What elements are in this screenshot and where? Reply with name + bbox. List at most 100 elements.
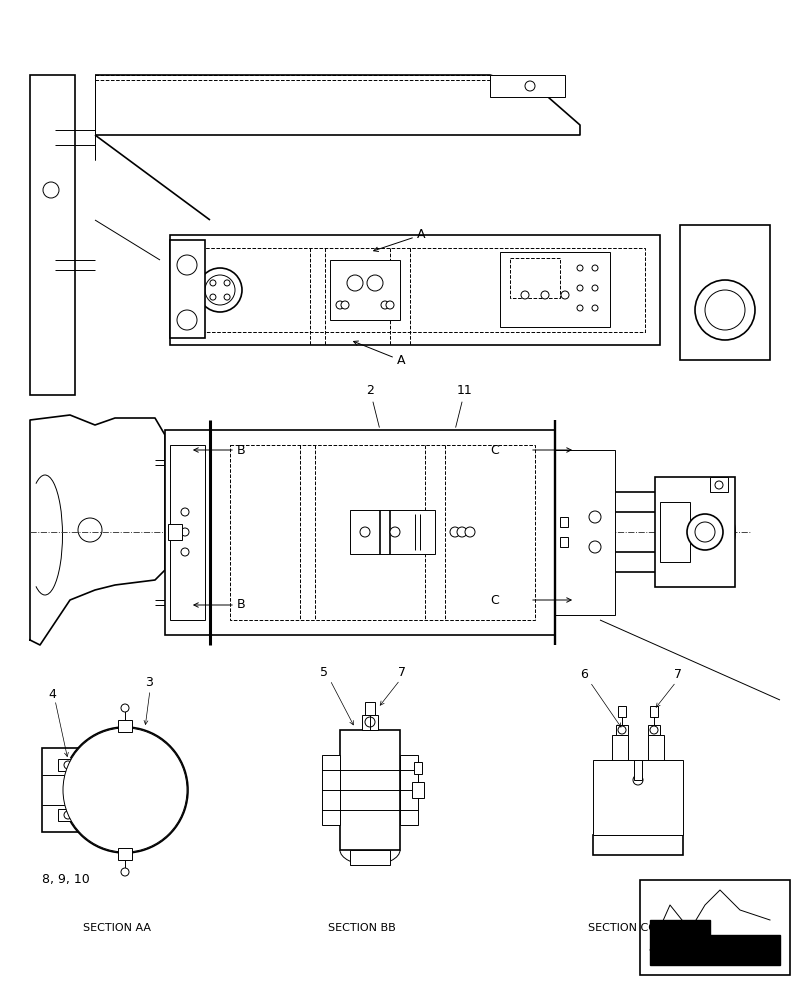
- Bar: [169, 240, 205, 338]
- Circle shape: [177, 310, 197, 330]
- Circle shape: [366, 275, 382, 291]
- Text: 8, 9, 10: 8, 9, 10: [42, 874, 90, 886]
- Circle shape: [520, 291, 528, 299]
- Circle shape: [360, 527, 369, 537]
- Circle shape: [591, 285, 597, 291]
- Bar: [321, 755, 340, 825]
- Bar: [365, 702, 374, 715]
- Text: 6: 6: [579, 668, 587, 680]
- Text: A: A: [417, 229, 425, 241]
- Text: B: B: [237, 444, 246, 456]
- Bar: [349, 510, 434, 554]
- Circle shape: [694, 280, 754, 340]
- Bar: [509, 258, 560, 298]
- Circle shape: [64, 811, 72, 819]
- Text: A: A: [397, 354, 405, 366]
- Polygon shape: [649, 920, 779, 965]
- Text: 4: 4: [48, 688, 55, 702]
- Bar: [349, 850, 389, 865]
- Circle shape: [632, 775, 642, 785]
- Circle shape: [686, 514, 722, 550]
- Bar: [499, 252, 609, 327]
- Text: B: B: [237, 598, 246, 611]
- Circle shape: [64, 761, 72, 769]
- Circle shape: [577, 265, 582, 271]
- Bar: [560, 537, 567, 547]
- Circle shape: [589, 511, 601, 523]
- Circle shape: [43, 182, 59, 198]
- Circle shape: [365, 717, 374, 727]
- Circle shape: [589, 541, 601, 553]
- Bar: [560, 517, 567, 527]
- Circle shape: [577, 285, 582, 291]
- Circle shape: [70, 735, 180, 845]
- Bar: [654, 477, 734, 587]
- Circle shape: [714, 481, 722, 489]
- Circle shape: [120, 868, 128, 876]
- Bar: [593, 835, 683, 855]
- Circle shape: [577, 305, 582, 311]
- Circle shape: [340, 301, 349, 309]
- Text: 3: 3: [145, 676, 153, 688]
- Bar: [615, 725, 627, 735]
- Bar: [647, 725, 659, 735]
- Circle shape: [694, 522, 714, 542]
- Circle shape: [464, 527, 475, 537]
- Bar: [489, 75, 565, 97]
- Circle shape: [385, 301, 393, 309]
- Text: SECTION CC: SECTION CC: [587, 923, 655, 933]
- Bar: [42, 748, 80, 832]
- Circle shape: [224, 280, 230, 286]
- Bar: [709, 477, 727, 492]
- Bar: [611, 735, 627, 835]
- Circle shape: [181, 508, 189, 516]
- Text: C: C: [489, 444, 498, 456]
- Text: SECTION AA: SECTION AA: [83, 923, 151, 933]
- Circle shape: [591, 305, 597, 311]
- Bar: [329, 260, 400, 320]
- Bar: [210, 430, 554, 635]
- Bar: [58, 759, 78, 771]
- Circle shape: [198, 268, 242, 312]
- Circle shape: [336, 301, 344, 309]
- Circle shape: [120, 704, 128, 712]
- Bar: [634, 760, 642, 780]
- Circle shape: [618, 726, 626, 734]
- Bar: [400, 755, 418, 825]
- Circle shape: [450, 527, 459, 537]
- Bar: [361, 715, 377, 730]
- Text: 7: 7: [397, 666, 406, 678]
- Bar: [411, 782, 423, 798]
- Bar: [165, 430, 210, 635]
- Bar: [185, 248, 644, 332]
- Bar: [230, 445, 534, 620]
- Circle shape: [560, 291, 569, 299]
- Circle shape: [524, 81, 534, 91]
- Bar: [649, 706, 657, 717]
- Text: 5: 5: [320, 666, 328, 678]
- Bar: [639, 880, 789, 975]
- Circle shape: [181, 528, 189, 536]
- Text: SECTION BB: SECTION BB: [328, 923, 395, 933]
- Bar: [618, 706, 626, 717]
- Circle shape: [210, 294, 216, 300]
- Circle shape: [704, 290, 744, 330]
- Circle shape: [649, 726, 657, 734]
- Text: 11: 11: [455, 383, 472, 427]
- Circle shape: [389, 527, 400, 537]
- Bar: [118, 720, 132, 732]
- Text: 7: 7: [673, 668, 681, 680]
- Bar: [679, 225, 769, 360]
- Circle shape: [347, 275, 362, 291]
- Bar: [340, 730, 400, 850]
- Bar: [169, 235, 659, 345]
- Bar: [414, 762, 422, 774]
- Bar: [118, 848, 132, 860]
- Circle shape: [591, 265, 597, 271]
- Bar: [58, 809, 78, 821]
- Bar: [554, 450, 614, 615]
- Bar: [168, 524, 181, 540]
- Circle shape: [224, 294, 230, 300]
- Circle shape: [381, 301, 389, 309]
- Circle shape: [210, 280, 216, 286]
